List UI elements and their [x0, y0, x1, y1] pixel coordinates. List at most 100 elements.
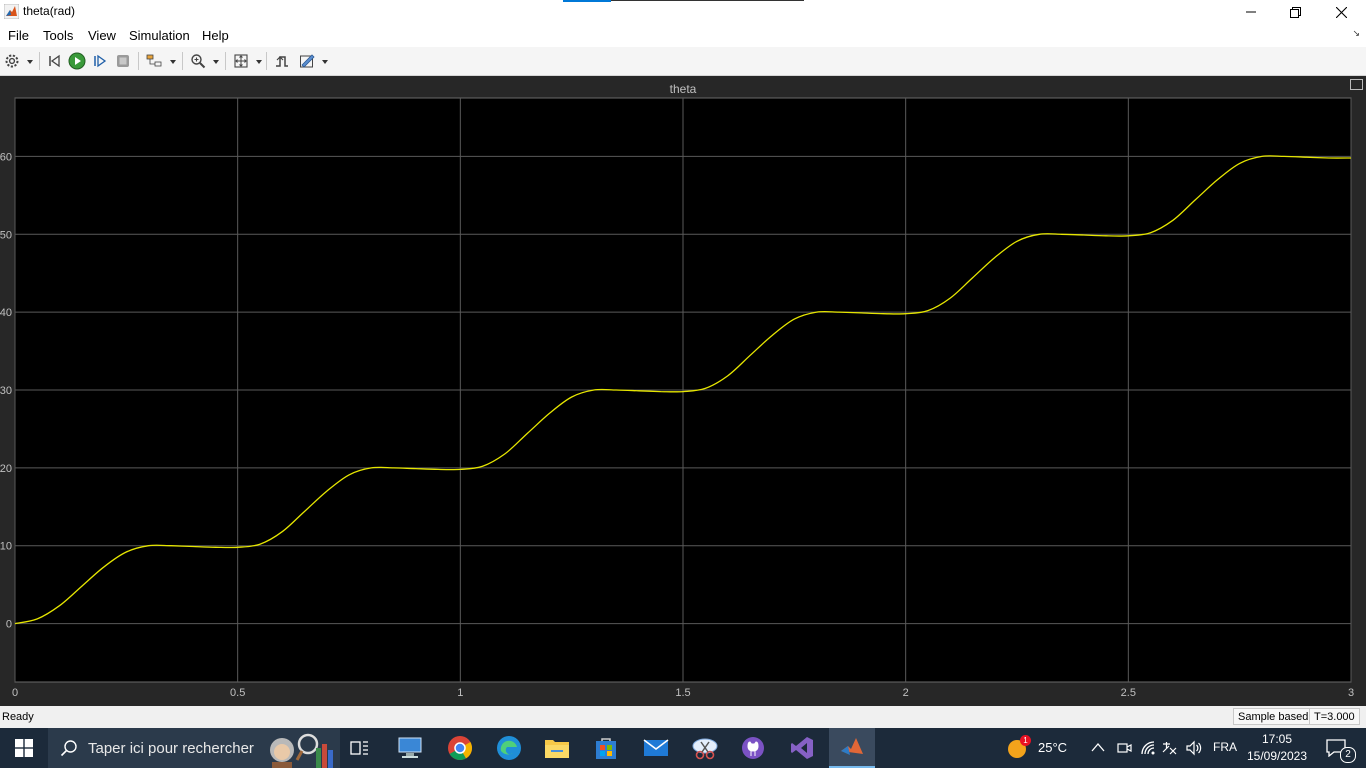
- fit-to-view-icon: [234, 54, 248, 68]
- undock-icon[interactable]: [1350, 79, 1363, 90]
- sim-time-indicator: T=3.000: [1309, 708, 1360, 725]
- style-brush-icon: [300, 54, 315, 68]
- taskbar: Taper ici pour rechercher: [0, 728, 1366, 768]
- settings-button[interactable]: [3, 52, 21, 70]
- taskbar-app-mail[interactable]: [634, 728, 678, 768]
- y-tick-label: 30: [0, 385, 12, 397]
- stop-icon: [117, 55, 129, 67]
- style-dropdown-icon[interactable]: [322, 60, 328, 64]
- model-blocks-icon: [146, 54, 162, 67]
- close-button[interactable]: [1318, 0, 1364, 24]
- highlight-dropdown-icon[interactable]: [170, 60, 176, 64]
- taskbar-app-matlab[interactable]: [829, 728, 875, 768]
- clock-date: 15/09/2023: [1246, 749, 1308, 763]
- menu-simulation[interactable]: Simulation: [129, 28, 190, 43]
- zoom-in-icon: [191, 54, 206, 69]
- taskbar-app-explorer[interactable]: [535, 728, 579, 768]
- search-highlight-illustration: [270, 733, 333, 768]
- store-icon: [596, 738, 616, 759]
- taskbar-app-desktop[interactable]: [388, 728, 432, 768]
- taskbar-app-store[interactable]: [584, 728, 628, 768]
- collapse-toolstrip-icon[interactable]: ↘: [1352, 28, 1360, 38]
- menu-bar: File Tools View Simulation Help ↘: [0, 24, 1366, 47]
- sample-mode-indicator: Sample based: [1233, 708, 1314, 725]
- series-line: [14, 155, 1352, 625]
- restore-icon: [1289, 6, 1301, 18]
- x-tick-label: 1: [457, 687, 463, 699]
- matlab-icon: [841, 738, 863, 755]
- zoom-button[interactable]: [189, 52, 207, 70]
- toolbar-separator: [182, 52, 183, 70]
- y-tick-label: 10: [0, 541, 12, 553]
- input-method-icon[interactable]: [1161, 740, 1179, 756]
- fit-dropdown-icon[interactable]: [256, 60, 262, 64]
- matlab-app-icon: [4, 4, 19, 19]
- menu-tools[interactable]: Tools: [43, 28, 74, 43]
- language-indicator[interactable]: FRA: [1213, 740, 1237, 754]
- x-tick-label: 0: [12, 687, 18, 699]
- fit-to-view-button[interactable]: [232, 52, 250, 70]
- style-button[interactable]: [298, 52, 316, 70]
- notification-icon: [1326, 739, 1346, 757]
- title-accent-line: [611, 0, 804, 1]
- status-bar: Ready Sample based T=3.000: [0, 706, 1366, 728]
- trigger-icon: [276, 56, 288, 67]
- visual-studio-icon: [791, 737, 813, 759]
- toolbar: [0, 47, 1366, 76]
- y-tick-label: 60: [0, 151, 12, 163]
- clock-time: 17:05: [1261, 732, 1293, 746]
- start-button[interactable]: [0, 728, 48, 768]
- menu-view[interactable]: View: [88, 28, 116, 43]
- wifi-icon[interactable]: [1140, 740, 1158, 756]
- search-icon: [60, 740, 77, 757]
- step-back-icon: [49, 54, 60, 68]
- chrome-icon: [448, 736, 473, 761]
- run-button[interactable]: [68, 52, 86, 70]
- taskbar-app-chrome[interactable]: [438, 728, 482, 768]
- menu-file[interactable]: File: [8, 28, 29, 43]
- highlight-model-button[interactable]: [145, 52, 163, 70]
- y-tick-label: 20: [0, 463, 12, 475]
- stop-button[interactable]: [114, 52, 132, 70]
- step-forward-button[interactable]: [91, 52, 109, 70]
- edge-icon: [497, 736, 521, 760]
- task-view-button[interactable]: [338, 728, 382, 768]
- restore-button[interactable]: [1272, 0, 1318, 24]
- weather-widget[interactable]: 1 25°C: [1006, 728, 1078, 768]
- y-tick-label: 50: [0, 229, 12, 241]
- volume-icon[interactable]: [1185, 740, 1203, 756]
- taskbar-app-visual-studio[interactable]: [780, 728, 824, 768]
- chevron-up-icon[interactable]: [1091, 742, 1105, 752]
- meet-now-icon[interactable]: [1116, 740, 1132, 756]
- scope-display: theta 0 0.5 1 1.5 2 2.5 3 0 10 20 30 40 50 60: [0, 76, 1366, 706]
- triggers-button[interactable]: [273, 52, 291, 70]
- status-text: Ready: [2, 711, 34, 723]
- taskbar-app-snipping[interactable]: [683, 728, 727, 768]
- step-back-button[interactable]: [45, 52, 63, 70]
- x-tick-label: 3: [1348, 687, 1354, 699]
- settings-dropdown-icon[interactable]: [27, 60, 33, 64]
- search-box[interactable]: Taper ici pour rechercher: [48, 728, 340, 768]
- notification-count: 2: [1340, 747, 1356, 763]
- taskbar-app-edge[interactable]: [487, 728, 531, 768]
- step-forward-icon: [94, 54, 107, 68]
- menu-help[interactable]: Help: [202, 28, 229, 43]
- zoom-dropdown-icon[interactable]: [213, 60, 219, 64]
- taskbar-app-github[interactable]: [731, 728, 775, 768]
- x-tick-label: 1.5: [675, 687, 690, 699]
- notifications-button[interactable]: 2: [1320, 728, 1366, 768]
- plot-title: theta: [669, 82, 697, 96]
- github-icon: [742, 737, 764, 759]
- clock[interactable]: 17:05 15/09/2023: [1245, 731, 1309, 765]
- y-tick-label: 0: [6, 619, 12, 631]
- minimize-icon: [1246, 11, 1256, 13]
- toolbar-separator: [225, 52, 226, 70]
- window-title: theta(rad): [23, 4, 76, 18]
- toolbar-separator: [138, 52, 139, 70]
- minimize-button[interactable]: [1228, 0, 1274, 24]
- y-tick-label: 40: [0, 307, 12, 319]
- mail-icon: [643, 739, 669, 756]
- weather-temperature: 25°C: [1038, 740, 1068, 755]
- toolbar-separator: [266, 52, 267, 70]
